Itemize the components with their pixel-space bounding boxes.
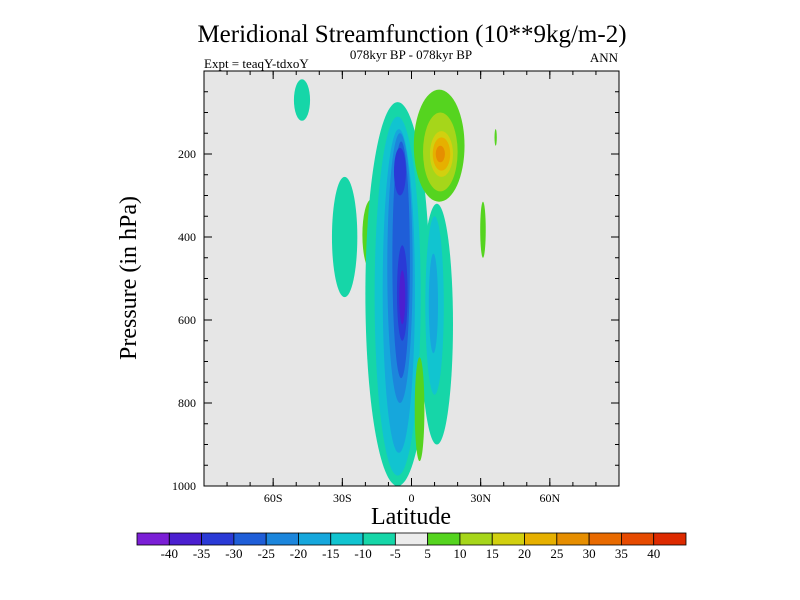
colorbar-label: 20 [518, 546, 531, 561]
colorbar-swatch [394, 532, 429, 546]
weak-positive-low [414, 357, 425, 462]
x-axis-label: Latitude [371, 504, 451, 530]
x-tick-label: 60S [264, 491, 283, 505]
weak-negative-sh [331, 176, 358, 298]
colorbar-label: 40 [647, 546, 660, 561]
x-tick-label: 30S [333, 491, 352, 505]
season-label: ANN [590, 50, 619, 65]
colorbar-swatch [362, 532, 396, 546]
y-axis-label: Pressure (in hPa) [116, 196, 142, 360]
y-tick-label: 200 [178, 147, 196, 161]
colorbar-label: -5 [390, 546, 401, 561]
colorbar-swatch [201, 532, 235, 546]
chart-subtitle: 078kyr BP - 078kyr BP [350, 47, 472, 62]
colorbar: -40 -35 -30 -25 -20 -15 -10 -5 5 10 15 20 25 30 35 40 [136, 532, 687, 561]
colorbar-swatch [233, 532, 267, 546]
colorbar-label: -15 [322, 546, 339, 561]
colorbar-label: 30 [583, 546, 596, 561]
weak-negative-column-core [428, 253, 439, 354]
colorbar-label: -40 [161, 546, 178, 561]
negative-upper-core [393, 147, 406, 196]
colorbar-swatch [427, 532, 461, 546]
colorbar-swatch [168, 532, 202, 546]
colorbar-label: 5 [424, 546, 431, 561]
contour-field [293, 79, 497, 486]
negative-mid-deep [399, 270, 406, 325]
colorbar-swatch [298, 532, 332, 546]
colorbar-swatch [556, 532, 590, 546]
colorbar-label: -20 [290, 546, 307, 561]
colorbar-swatch [653, 532, 687, 546]
colorbar-swatch [621, 532, 655, 546]
colorbar-swatch [136, 532, 170, 546]
weak-negative-top-sh [293, 79, 311, 121]
y-tick-label: 600 [178, 313, 196, 327]
colorbar-label: 25 [550, 546, 563, 561]
x-tick-label: 0 [409, 491, 415, 505]
experiment-label: Expt = teaqY-tdxoY [204, 56, 309, 71]
x-tick-label: 30N [470, 491, 491, 505]
y-tick-label: 400 [178, 230, 196, 244]
colorbar-swatch [588, 532, 622, 546]
y-tick-label: 800 [178, 396, 196, 410]
colorbar-swatch [491, 532, 525, 546]
colorbar-label: 15 [486, 546, 499, 561]
colorbar-label: -35 [193, 546, 210, 561]
chart-title: Meridional Streamfunction (10**9kg/m-2) [197, 21, 626, 48]
x-tick-label: 60N [539, 491, 560, 505]
colorbar-label: 35 [615, 546, 628, 561]
colorbar-swatch [265, 532, 299, 546]
colorbar-label: -25 [258, 546, 275, 561]
colorbar-swatch [330, 532, 364, 546]
y-tick-label: 1000 [172, 479, 196, 493]
colorbar-swatch [459, 532, 493, 546]
x-axis-ticks: 60S 30S 0 30N 60N [264, 71, 560, 505]
colorbar-swatch [524, 532, 558, 546]
weak-positive-nh [480, 201, 486, 258]
colorbar-label: -30 [225, 546, 242, 561]
colorbar-label: -10 [354, 546, 371, 561]
colorbar-label: 10 [453, 546, 466, 561]
y-axis-ticks: 200 400 600 800 1000 [172, 147, 619, 493]
weak-positive-nh-top [494, 129, 497, 146]
positive-cell-core [435, 145, 445, 163]
